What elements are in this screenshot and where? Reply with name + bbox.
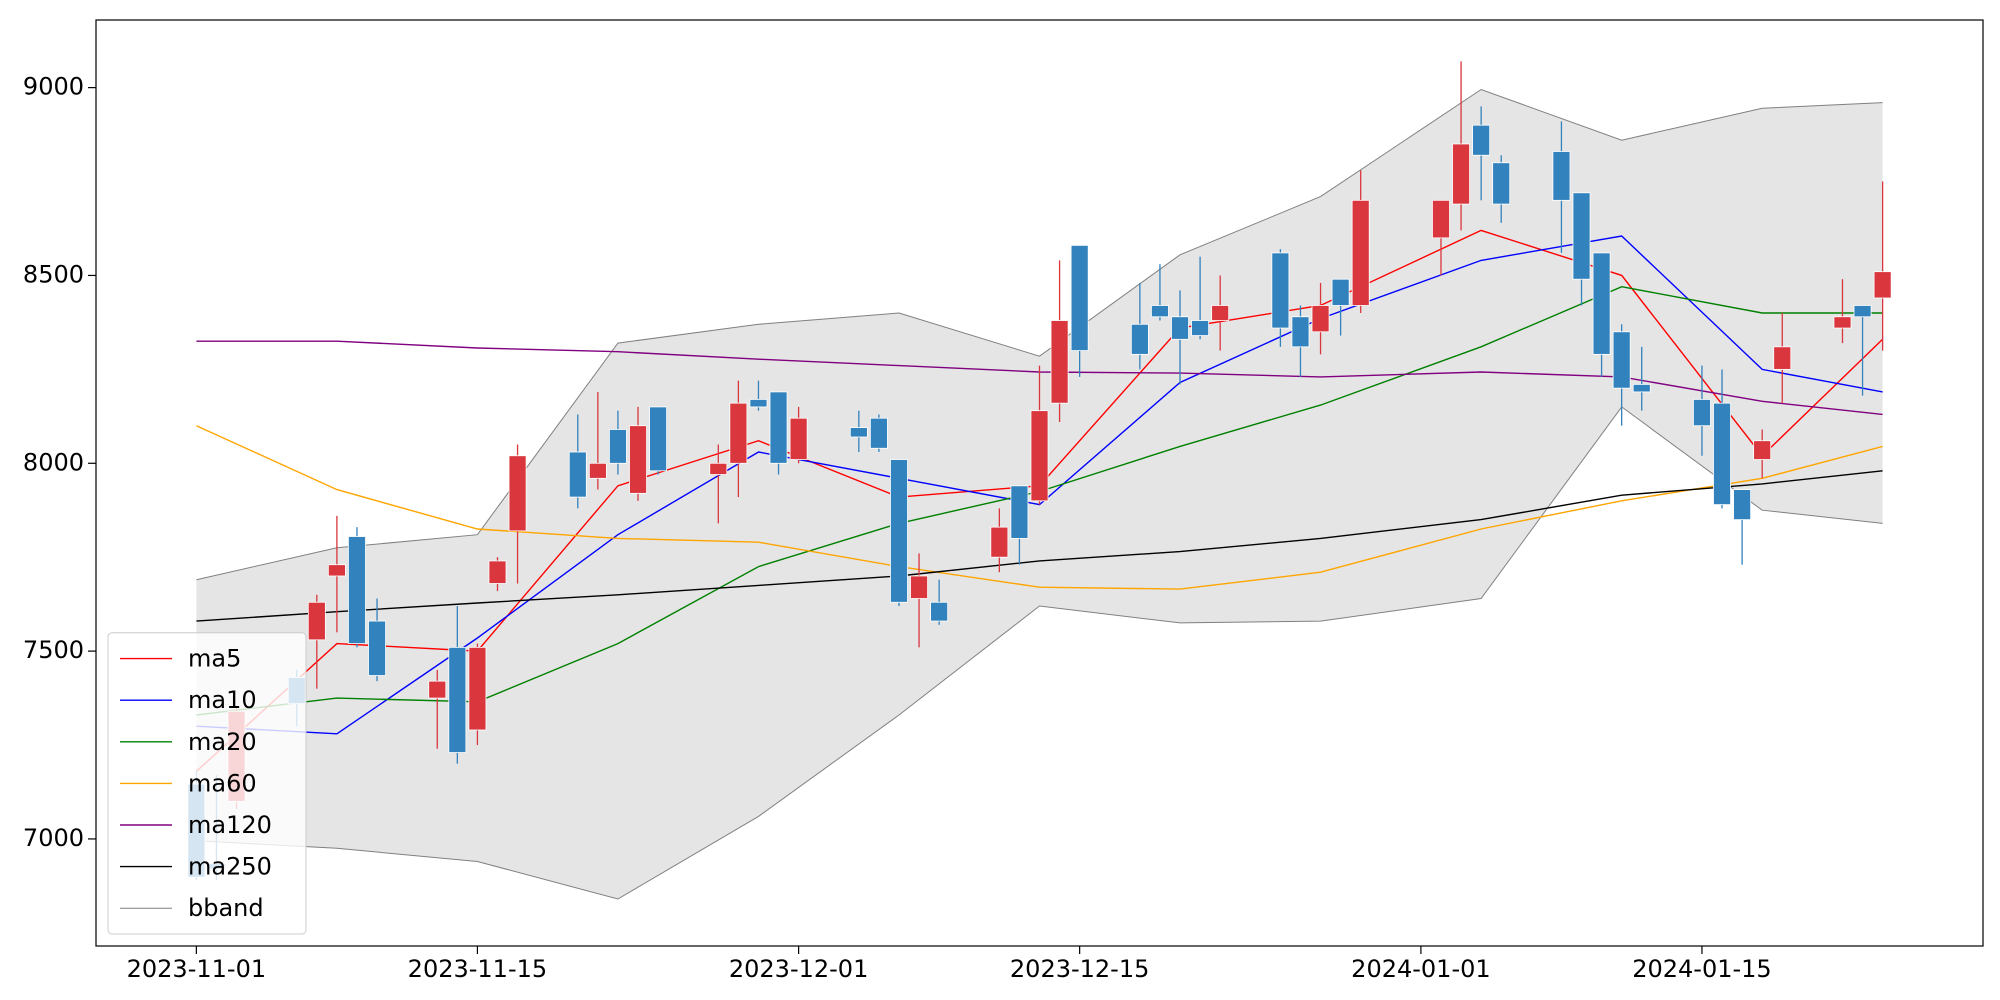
candle-body — [1331, 278, 1350, 306]
candle-body — [890, 459, 908, 603]
y-tick-label: 9000 — [23, 73, 84, 101]
candle-body — [1552, 151, 1571, 201]
candle-body — [1191, 320, 1210, 336]
candle-body — [448, 646, 467, 753]
candle-body — [1291, 316, 1310, 348]
candle-body — [1432, 199, 1450, 239]
legend-label: ma250 — [188, 853, 272, 881]
candle-body — [990, 526, 1009, 558]
candle-body — [1130, 323, 1149, 355]
candle-body — [1050, 320, 1069, 404]
candle-body — [930, 601, 949, 622]
legend-label: ma5 — [188, 645, 241, 673]
candle-body — [568, 451, 587, 498]
candle-body — [749, 399, 768, 408]
x-tick-label: 2024-01-15 — [1632, 955, 1771, 983]
y-tick-label: 7500 — [23, 636, 84, 664]
candle-body — [649, 406, 668, 472]
candle-body — [910, 575, 928, 599]
candle-body — [488, 560, 507, 584]
ma-line — [196, 470, 1883, 622]
candle-body — [1211, 305, 1230, 321]
x-tick-label: 2023-11-15 — [408, 955, 547, 983]
candle-body — [428, 680, 447, 699]
candle-body — [1472, 124, 1491, 156]
candle-body — [1271, 252, 1290, 329]
legend-label: ma10 — [188, 686, 257, 714]
candle-body — [1773, 346, 1792, 370]
candle-body — [368, 620, 386, 676]
candle-body — [789, 417, 808, 460]
candle-body — [1873, 271, 1892, 299]
candle-body — [348, 536, 366, 644]
candle-body — [588, 462, 607, 479]
candle-body — [1853, 305, 1872, 318]
candle-body — [327, 564, 346, 577]
legend-label: ma20 — [188, 728, 257, 756]
ma-line — [196, 425, 1883, 590]
candle-body — [468, 646, 487, 731]
candle-body — [869, 417, 888, 449]
legend-box — [107, 632, 307, 935]
legend-label: ma120 — [188, 811, 272, 839]
candle-body — [1833, 316, 1852, 329]
candle-body — [1492, 162, 1511, 205]
y-tick-label: 7000 — [23, 824, 84, 852]
x-tick-label: 2023-12-01 — [729, 955, 868, 983]
candle-body — [849, 427, 868, 438]
candle-body — [1753, 440, 1772, 460]
legend-label: ma60 — [188, 769, 257, 797]
bband-upper — [196, 88, 1883, 581]
candle-body — [1151, 305, 1169, 318]
legend: ma5 ma10 ma20 ma60 ma120 ma250 bband — [107, 632, 307, 935]
candle-body — [629, 425, 647, 494]
candle-body — [1070, 244, 1089, 351]
candle-body — [1572, 192, 1591, 280]
legend-label: bband — [188, 894, 264, 922]
candle-body — [307, 601, 326, 641]
candle-body — [1030, 410, 1049, 502]
candle-body — [1612, 331, 1631, 389]
candle-body — [1693, 399, 1711, 427]
candle-body — [1713, 402, 1731, 506]
y-tick-label: 8500 — [23, 260, 84, 288]
candle-body — [508, 455, 527, 532]
candle-body — [1311, 305, 1330, 333]
x-tick-label: 2024-01-01 — [1351, 955, 1490, 983]
candle-body — [1733, 489, 1752, 521]
candle-body — [769, 391, 788, 464]
candle-body — [1010, 485, 1029, 539]
candle-body — [1351, 199, 1370, 306]
x-tick-label: 2023-11-01 — [127, 955, 266, 983]
candle-body — [1632, 383, 1651, 393]
candle-body — [729, 402, 748, 464]
plot-frame — [95, 19, 1984, 947]
candle-body — [1592, 252, 1611, 355]
candle-body — [609, 429, 627, 464]
x-tick-label: 2023-12-15 — [1010, 955, 1149, 983]
candle-body — [1171, 316, 1189, 340]
candle-body — [709, 462, 728, 475]
candle-body — [1452, 143, 1470, 205]
y-tick-label: 8000 — [23, 448, 84, 476]
